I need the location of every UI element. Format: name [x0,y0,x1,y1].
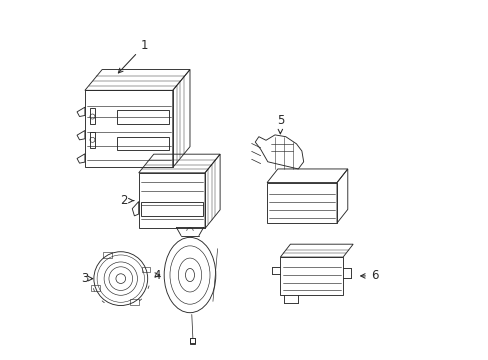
Text: 5: 5 [276,114,284,134]
Text: 3: 3 [81,272,93,285]
Text: 2: 2 [121,194,133,207]
Text: 1: 1 [118,39,147,73]
Text: 6: 6 [360,269,378,283]
Text: 4: 4 [153,269,160,282]
